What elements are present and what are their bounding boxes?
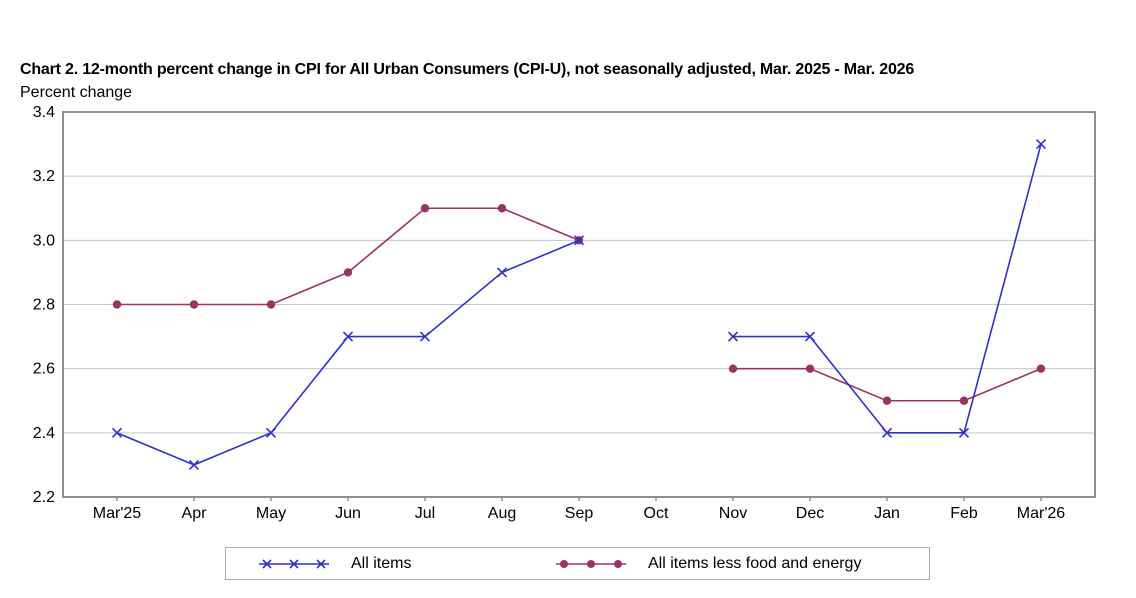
legend-line-sample-all-items (259, 558, 329, 569)
data-point-marker (265, 427, 277, 438)
y-tick-label: 2.4 (33, 425, 55, 442)
legend-sample-marker (289, 558, 299, 569)
x-tick-label: May (256, 505, 286, 522)
data-point-marker (959, 396, 969, 405)
data-point-marker (958, 427, 970, 438)
data-point-marker (727, 331, 739, 342)
legend: All items All items less food and energy (225, 547, 930, 580)
legend-sample-marker (316, 558, 326, 569)
x-tick-label: Mar'26 (1017, 505, 1066, 522)
data-point-marker (189, 300, 199, 309)
data-point-marker (728, 364, 738, 373)
y-tick-label: 2.6 (33, 361, 55, 378)
legend-item-all-items-less-food-and-energy: All items less food and energy (556, 548, 861, 579)
x-tick-label: Sep (565, 505, 594, 522)
data-point-marker (1035, 139, 1047, 150)
data-point-marker (882, 396, 892, 405)
x-tick-label: Aug (488, 505, 516, 522)
data-point-marker (188, 459, 200, 470)
legend-line-sample-all-items-less-food-and-energy (556, 559, 626, 568)
data-point-marker (804, 331, 816, 342)
data-point-marker (497, 204, 507, 213)
x-tick-label: Mar'25 (93, 505, 142, 522)
data-point-marker (573, 235, 585, 246)
data-point-marker (496, 267, 508, 278)
legend-sample-marker (587, 559, 595, 568)
x-tick-label: Nov (719, 505, 747, 522)
x-tick-label: Jul (415, 505, 435, 522)
series-all-items (111, 139, 1047, 470)
data-point-marker (111, 427, 123, 438)
data-point-marker (266, 300, 276, 309)
data-point-marker (112, 300, 122, 309)
y-tick-label: 2.8 (33, 297, 55, 314)
x-tick-label: Jun (335, 505, 361, 522)
y-tick-label: 2.2 (33, 489, 55, 506)
x-tick-label: Jan (874, 505, 900, 522)
legend-sample-marker (262, 558, 272, 569)
legend-item-all-items: All items (259, 548, 411, 579)
legend-sample-marker (614, 559, 622, 568)
chart-title: Chart 2. 12-month percent change in CPI … (20, 61, 915, 78)
x-tick-label: Oct (644, 505, 669, 522)
data-point-marker (419, 331, 431, 342)
data-point-marker (420, 204, 430, 213)
y-tick-label: 3.0 (33, 232, 55, 249)
legend-label-all-items: All items (351, 554, 412, 572)
data-point-marker (1036, 364, 1046, 373)
x-tick-label: Feb (950, 505, 978, 522)
legend-sample-marker (560, 559, 568, 568)
y-axis-unit-label: Percent change (20, 84, 133, 101)
data-point-marker (343, 268, 353, 277)
data-point-marker (805, 364, 815, 373)
y-tick-label: 3.2 (33, 168, 55, 185)
data-point-marker (881, 427, 893, 438)
legend-label-all-items-less-food-and-energy: All items less food and energy (648, 554, 862, 572)
x-tick-label: Apr (182, 505, 208, 522)
x-tick-label: Dec (796, 505, 824, 522)
y-tick-label: 3.4 (33, 104, 55, 121)
data-point-marker (342, 331, 354, 342)
